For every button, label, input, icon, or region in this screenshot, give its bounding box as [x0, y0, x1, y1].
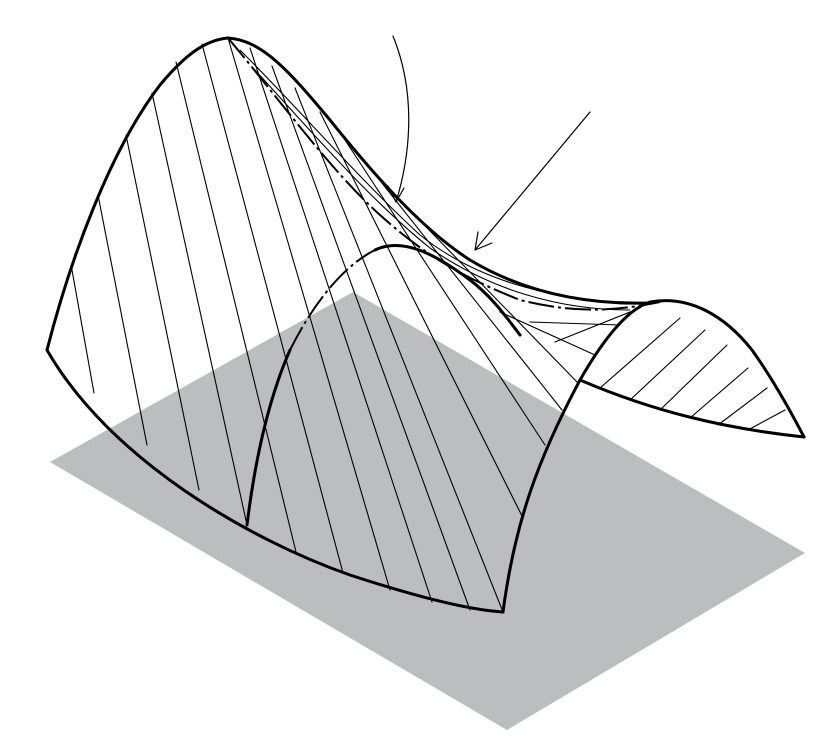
- ruling-line: [629, 329, 706, 401]
- arrowhead-icon: [474, 231, 493, 251]
- ruling-line: [599, 317, 681, 389]
- ruling-line: [659, 344, 728, 411]
- base-plane: [50, 292, 805, 730]
- ruling-line: [249, 47, 433, 603]
- rulings-left: [71, 37, 579, 613]
- front-edge: [45, 348, 505, 614]
- inner-parabola-hidden: [289, 249, 376, 351]
- ruling-line: [151, 92, 248, 526]
- ruling-line: [319, 111, 524, 519]
- ruling-line: [294, 87, 504, 613]
- front-parabola: [45, 36, 230, 352]
- ruling-line: [125, 134, 200, 491]
- ruling-line: [529, 321, 621, 326]
- ruling-line: [71, 269, 95, 394]
- envelope-line-2: [254, 69, 631, 311]
- pointer-arrow-icon: [474, 111, 591, 251]
- ruling-line: [554, 307, 641, 343]
- ruling-line: [717, 387, 768, 426]
- ruling-line: [499, 311, 596, 356]
- pointer-arrow-1: [387, 35, 410, 203]
- inner-parabola: [245, 348, 292, 527]
- ruling-line: [369, 167, 563, 411]
- ruling-line: [271, 65, 471, 611]
- rulings-right: [499, 307, 786, 431]
- right-lobe-edge: [578, 378, 806, 439]
- ruling-line: [97, 194, 148, 446]
- ruling-line: [175, 61, 297, 553]
- arrowhead-icon: [387, 185, 405, 203]
- ruling-line: [394, 194, 579, 384]
- envelope-line-1: [239, 49, 641, 305]
- ridge-axis: [227, 37, 661, 311]
- ruling-line: [689, 367, 749, 419]
- ruling-line: [344, 139, 546, 446]
- ruling-line: [227, 37, 391, 591]
- pointer-arrow-icon: [392, 35, 410, 203]
- ruling-line: [747, 409, 786, 431]
- inner-parabola-upper: [373, 243, 522, 337]
- pointer-arrow-2: [474, 111, 591, 251]
- ruling-line: [201, 43, 344, 574]
- ridge-curve: [226, 36, 652, 305]
